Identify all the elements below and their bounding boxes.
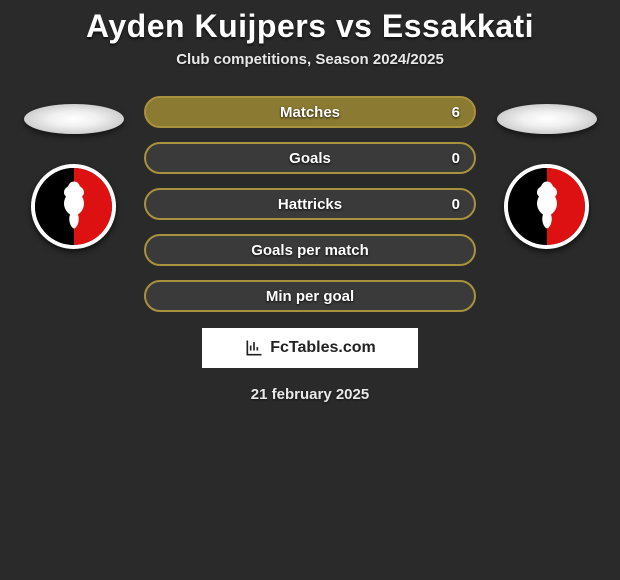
player-right-placeholder (497, 104, 597, 134)
stat-right-value: 0 (452, 196, 460, 213)
stat-label: Goals per match (251, 242, 369, 259)
stat-bar: Goals per match (144, 234, 476, 266)
stats-column: Matches 6 Goals 0 Hattricks 0 Goals per match M… (144, 96, 476, 312)
stat-bar: Goals 0 (144, 142, 476, 174)
stat-label: Matches (280, 104, 340, 121)
chart-icon (244, 338, 264, 358)
stat-label: Goals (289, 150, 331, 167)
comparison-body: Matches 6 Goals 0 Hattricks 0 Goals per match M… (0, 96, 620, 312)
player-left-placeholder (24, 104, 124, 134)
attribution: FcTables.com (202, 328, 418, 368)
stat-label: Hattricks (278, 196, 342, 213)
player-right-col (494, 96, 599, 249)
stat-bar: Hattricks 0 (144, 188, 476, 220)
club-crest-right (504, 164, 589, 249)
date: 21 february 2025 (0, 386, 620, 403)
comparison-card: Ayden Kuijpers vs Essakkati Club competi… (0, 0, 620, 403)
club-crest-left (31, 164, 116, 249)
stat-label: Min per goal (266, 288, 354, 305)
page-title: Ayden Kuijpers vs Essakkati (0, 8, 620, 45)
attribution-text: FcTables.com (270, 339, 376, 357)
stat-bar: Matches 6 (144, 96, 476, 128)
stat-bar: Min per goal (144, 280, 476, 312)
player-left-col (21, 96, 126, 249)
stat-right-value: 6 (452, 104, 460, 121)
lion-icon (54, 179, 94, 234)
lion-icon (527, 179, 567, 234)
stat-right-value: 0 (452, 150, 460, 167)
subtitle: Club competitions, Season 2024/2025 (0, 51, 620, 68)
